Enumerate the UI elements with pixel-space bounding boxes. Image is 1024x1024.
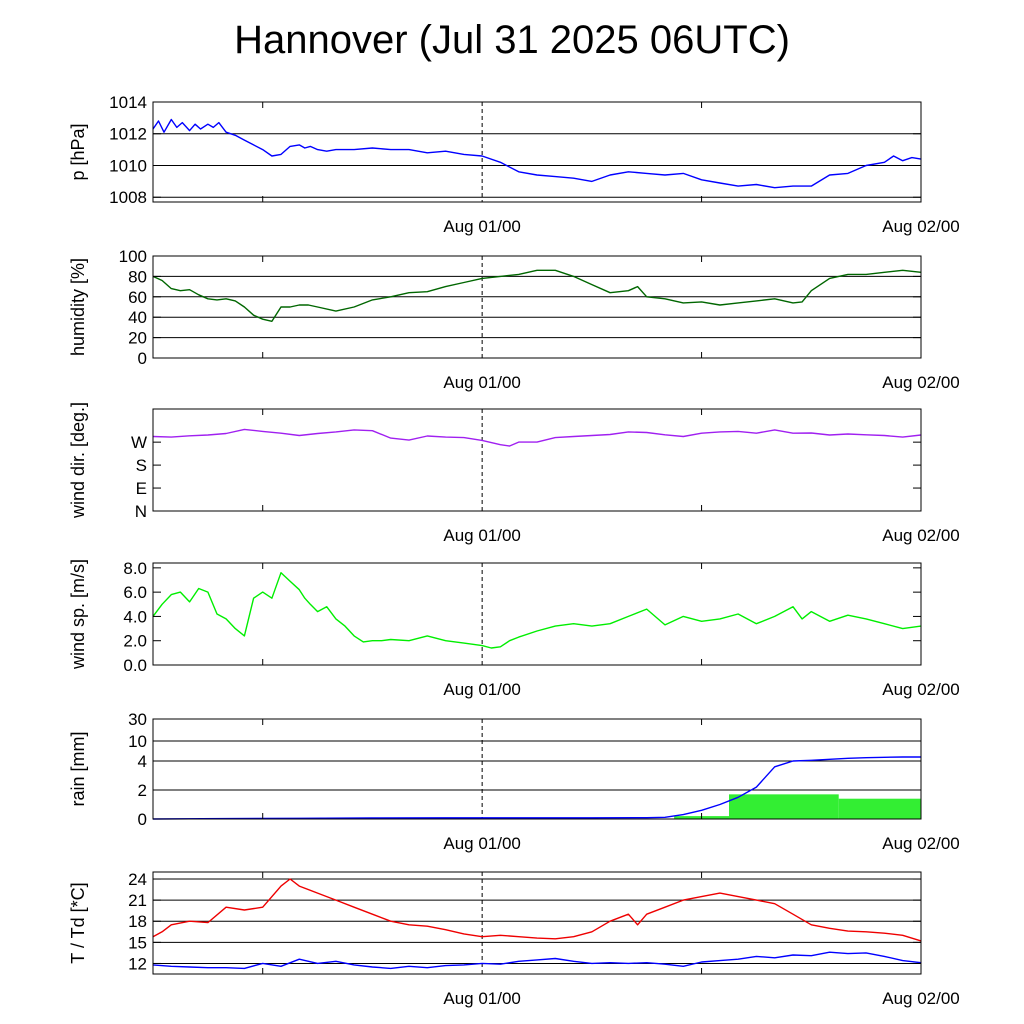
y-tick-label: 4 [138, 752, 147, 771]
panel-6: 12 15 18 21 24 Aug 01/00 Aug 02/00 T / Td [*C] [68, 870, 960, 1008]
x-tick-label: Aug 01/00 [443, 989, 521, 1008]
series-line-1 [152, 428, 922, 447]
plot-frame [152, 101, 922, 203]
x-tick-label: Aug 02/00 [882, 834, 960, 853]
rain-bar [729, 794, 839, 819]
y-tick-label: 1010 [109, 156, 147, 175]
series-line-1 [152, 878, 922, 942]
x-tick-label: Aug 02/00 [882, 989, 960, 1008]
y-tick-label: 21 [128, 891, 147, 910]
series-line-1 [152, 118, 922, 189]
y-tick-label: 8.0 [123, 559, 147, 578]
x-tick-label: Aug 01/00 [443, 217, 521, 236]
y-tick-label: S [136, 456, 147, 475]
y-tick-label: 6.0 [123, 583, 147, 602]
series-line-1 [152, 269, 922, 322]
y-tick-label: E [136, 479, 147, 498]
y-tick-label: 60 [128, 288, 147, 307]
y-axis-label: wind sp. [m/s] [68, 559, 88, 670]
plot-frame [152, 408, 922, 512]
y-tick-label: 0.0 [123, 656, 147, 675]
series-line-2 [152, 951, 922, 970]
plot-frame [152, 562, 922, 666]
y-tick-label: 10 [128, 732, 147, 751]
y-tick-label: 1012 [109, 125, 147, 144]
plot-frame [152, 718, 922, 820]
plot-frame [152, 255, 922, 359]
y-tick-label: 80 [128, 267, 147, 286]
y-tick-label: 20 [128, 329, 147, 348]
y-tick-label: 1008 [109, 188, 147, 207]
y-tick-label: 18 [128, 912, 147, 931]
x-tick-label: Aug 02/00 [882, 526, 960, 545]
rain-bar [838, 798, 921, 819]
x-tick-label: Aug 01/00 [443, 834, 521, 853]
y-tick-label: 1014 [109, 93, 147, 112]
y-tick-label: 0 [138, 349, 147, 368]
y-axis-label: T / Td [*C] [68, 882, 88, 963]
y-tick-label: 2.0 [123, 632, 147, 651]
y-tick-label: 15 [128, 933, 147, 952]
panel-5: 0 2 410 30 Aug 01/00 Aug 02/00 rain [mm] [68, 710, 960, 853]
x-tick-label: Aug 01/00 [443, 373, 521, 392]
y-axis-label: rain [mm] [68, 731, 88, 806]
y-tick-label: 40 [128, 308, 147, 327]
plot-frame [152, 871, 922, 975]
x-tick-label: Aug 02/00 [882, 680, 960, 699]
y-tick-label: N [135, 502, 147, 521]
y-tick-label: 24 [128, 870, 147, 889]
series-line-1 [152, 572, 922, 649]
x-tick-label: Aug 02/00 [882, 373, 960, 392]
y-tick-label: 4.0 [123, 607, 147, 626]
series-line-1 [152, 756, 921, 820]
chart-title: Hannover (Jul 31 2025 06UTC) [234, 18, 790, 62]
x-tick-label: Aug 02/00 [882, 217, 960, 236]
y-tick-label: W [131, 433, 147, 452]
panel-4: 0.0 2.0 4.0 6.0 8.0 Aug 01/00 Aug 02/00 wind sp… [68, 559, 960, 699]
x-tick-label: Aug 01/00 [443, 680, 521, 699]
y-tick-label: 30 [128, 710, 147, 729]
y-tick-label: 0 [138, 810, 147, 829]
y-tick-label: 2 [138, 781, 147, 800]
y-axis-label: p [hPa] [68, 123, 88, 180]
y-tick-label: 100 [119, 247, 147, 266]
panel-1: 1008 1010 1012 1014 Aug 01/00 Aug 02/00 p [hPa… [68, 93, 960, 236]
y-axis-label: humidity [%] [68, 258, 88, 356]
y-axis-label: wind dir. [deg.] [68, 402, 88, 519]
x-tick-label: Aug 01/00 [443, 526, 521, 545]
y-tick-label: 12 [128, 954, 147, 973]
